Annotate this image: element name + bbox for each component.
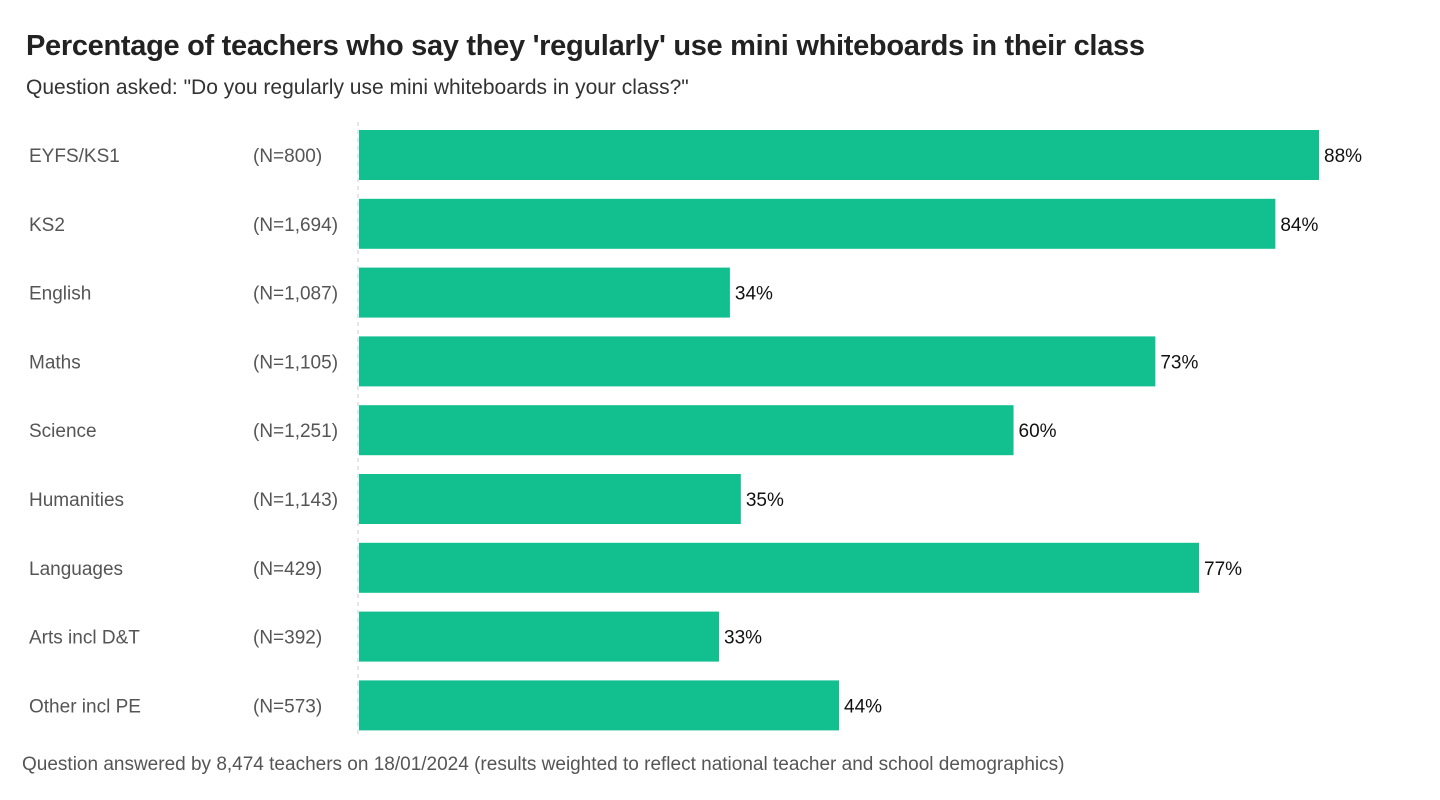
bar: [359, 542, 1199, 593]
sample-size-label: (N=429): [253, 559, 322, 580]
category-label: Maths: [29, 352, 81, 373]
bar: [359, 267, 730, 318]
category-label: Other incl PE: [29, 696, 141, 717]
chart-subtitle: Question asked: "Do you regularly use mi…: [26, 76, 689, 99]
chart-title: Percentage of teachers who say they 'reg…: [26, 30, 1145, 62]
category-label: EYFS/KS1: [29, 146, 120, 167]
bar: [359, 130, 1319, 180]
bar: [359, 611, 719, 662]
sample-size-label: (N=392): [253, 628, 322, 649]
bar: [359, 336, 1156, 387]
bar: [359, 680, 839, 731]
category-label: Arts incl D&T: [29, 628, 140, 649]
value-label: 60%: [1019, 421, 1057, 442]
category-label: English: [29, 284, 91, 305]
value-label: 33%: [724, 628, 762, 649]
value-label: 35%: [746, 490, 784, 511]
value-label: 84%: [1280, 215, 1318, 236]
sample-size-label: (N=1,087): [253, 284, 338, 305]
category-label: Science: [29, 421, 97, 442]
bar: [359, 405, 1014, 456]
category-label: KS2: [29, 215, 65, 236]
category-label: Humanities: [29, 490, 124, 511]
sample-size-label: (N=1,105): [253, 352, 338, 373]
bar: [359, 474, 741, 524]
value-label: 88%: [1324, 146, 1362, 167]
sample-size-label: (N=1,694): [253, 215, 338, 236]
bar: [359, 198, 1276, 249]
sample-size-label: (N=1,143): [253, 490, 338, 511]
value-label: 34%: [735, 284, 773, 305]
value-label: 44%: [844, 696, 882, 717]
category-label: Languages: [29, 559, 123, 580]
chart-footer: Question answered by 8,474 teachers on 1…: [22, 754, 1065, 775]
sample-size-label: (N=573): [253, 696, 322, 717]
value-label: 77%: [1204, 559, 1242, 580]
value-label: 73%: [1160, 352, 1198, 373]
sample-size-label: (N=1,251): [253, 421, 338, 442]
sample-size-label: (N=800): [253, 146, 322, 167]
